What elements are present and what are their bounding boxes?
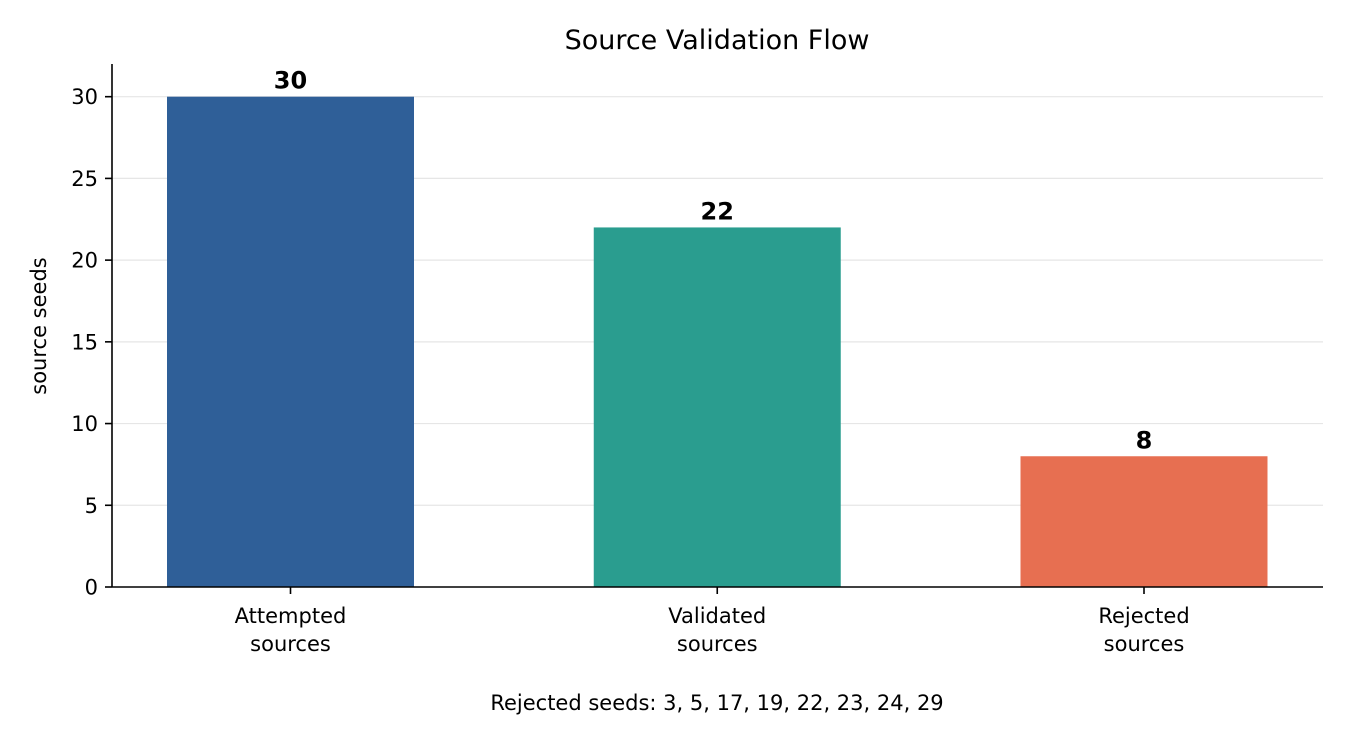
bar-value-label: 30 <box>274 67 307 95</box>
x-tick-label: Rejected <box>1098 604 1189 628</box>
y-tick-label: 5 <box>85 494 98 518</box>
y-tick-label: 30 <box>71 85 98 109</box>
y-tick-label: 0 <box>85 576 98 600</box>
bar-0 <box>167 97 414 587</box>
y-tick-label: 25 <box>71 167 98 191</box>
y-tick-label: 20 <box>71 249 98 273</box>
x-ticks: Attempted sources Validated sources Rejected… <box>235 587 1190 656</box>
x-tick-label: sources <box>677 632 758 656</box>
y-axis-label: source seeds <box>27 257 51 394</box>
y-tick-label: 15 <box>71 330 98 354</box>
x-tick-label: Validated <box>668 604 766 628</box>
chart-title: Source Validation Flow <box>565 25 870 56</box>
x-tick-label: sources <box>1104 632 1185 656</box>
x-tick-label: Attempted <box>235 604 347 628</box>
bar-1 <box>594 227 841 587</box>
y-tick-label: 10 <box>71 412 98 436</box>
bar-2 <box>1021 456 1268 587</box>
y-ticks: 0 5 10 15 20 25 30 <box>71 85 112 599</box>
bar-value-label: 22 <box>701 197 734 225</box>
rejected-seeds-note: Rejected seeds: 3, 5, 17, 19, 22, 23, 24… <box>490 691 943 715</box>
bar-value-label: 8 <box>1136 426 1153 454</box>
x-tick-label: sources <box>250 632 331 656</box>
